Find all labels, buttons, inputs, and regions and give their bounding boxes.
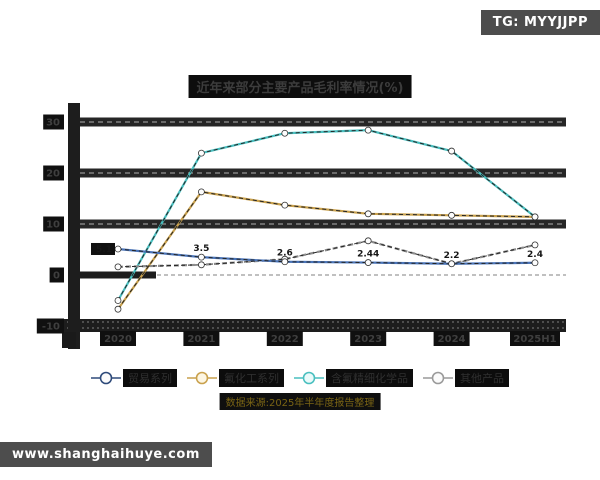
tg-badge: TG: MYYJJPP — [480, 10, 600, 35]
legend-marker-icon — [423, 371, 453, 385]
svg-text:2025H1: 2025H1 — [513, 334, 556, 345]
svg-text:2020: 2020 — [104, 334, 132, 345]
svg-text:2.4: 2.4 — [527, 250, 543, 260]
svg-text:30: 30 — [46, 118, 60, 129]
svg-text:0: 0 — [53, 271, 60, 282]
svg-text:2.44: 2.44 — [357, 250, 379, 260]
legend-marker-icon — [294, 371, 324, 385]
legend-marker-icon — [187, 371, 217, 385]
legend-label: 含氟精细化学品 — [326, 369, 413, 387]
svg-text:2021: 2021 — [187, 334, 215, 345]
svg-text:3.5: 3.5 — [193, 244, 209, 254]
svg-text:2.2: 2.2 — [444, 251, 460, 261]
svg-text:10: 10 — [46, 220, 60, 231]
legend-marker-icon — [91, 371, 121, 385]
svg-text:2024: 2024 — [438, 334, 466, 345]
svg-text:5.1: 5.1 — [96, 245, 112, 255]
svg-text:2.6: 2.6 — [277, 249, 293, 259]
source-note: 数据来源:2025年半年度报告整理 — [219, 393, 381, 410]
legend-label: 氟化工系列 — [219, 369, 284, 387]
legend-item-series1: 贸易系列 — [91, 369, 177, 387]
svg-text:-10: -10 — [42, 322, 60, 333]
legend-item-series2: 氟化工系列 — [187, 369, 284, 387]
legend-label: 贸易系列 — [123, 369, 177, 387]
chart-legend: 贸易系列 氟化工系列 含氟精细化学品 其他产品 — [0, 369, 600, 387]
svg-text:2023: 2023 — [354, 334, 382, 345]
chart-title: 近年来部分主要产品毛利率情况(%) — [188, 75, 412, 98]
svg-text:20: 20 — [46, 169, 60, 180]
legend-label: 其他产品 — [455, 369, 509, 387]
svg-text:2022: 2022 — [271, 334, 299, 345]
legend-item-series3: 含氟精细化学品 — [294, 369, 413, 387]
site-badge: www.shanghaihuye.com — [0, 442, 212, 467]
legend-item-series4: 其他产品 — [423, 369, 509, 387]
